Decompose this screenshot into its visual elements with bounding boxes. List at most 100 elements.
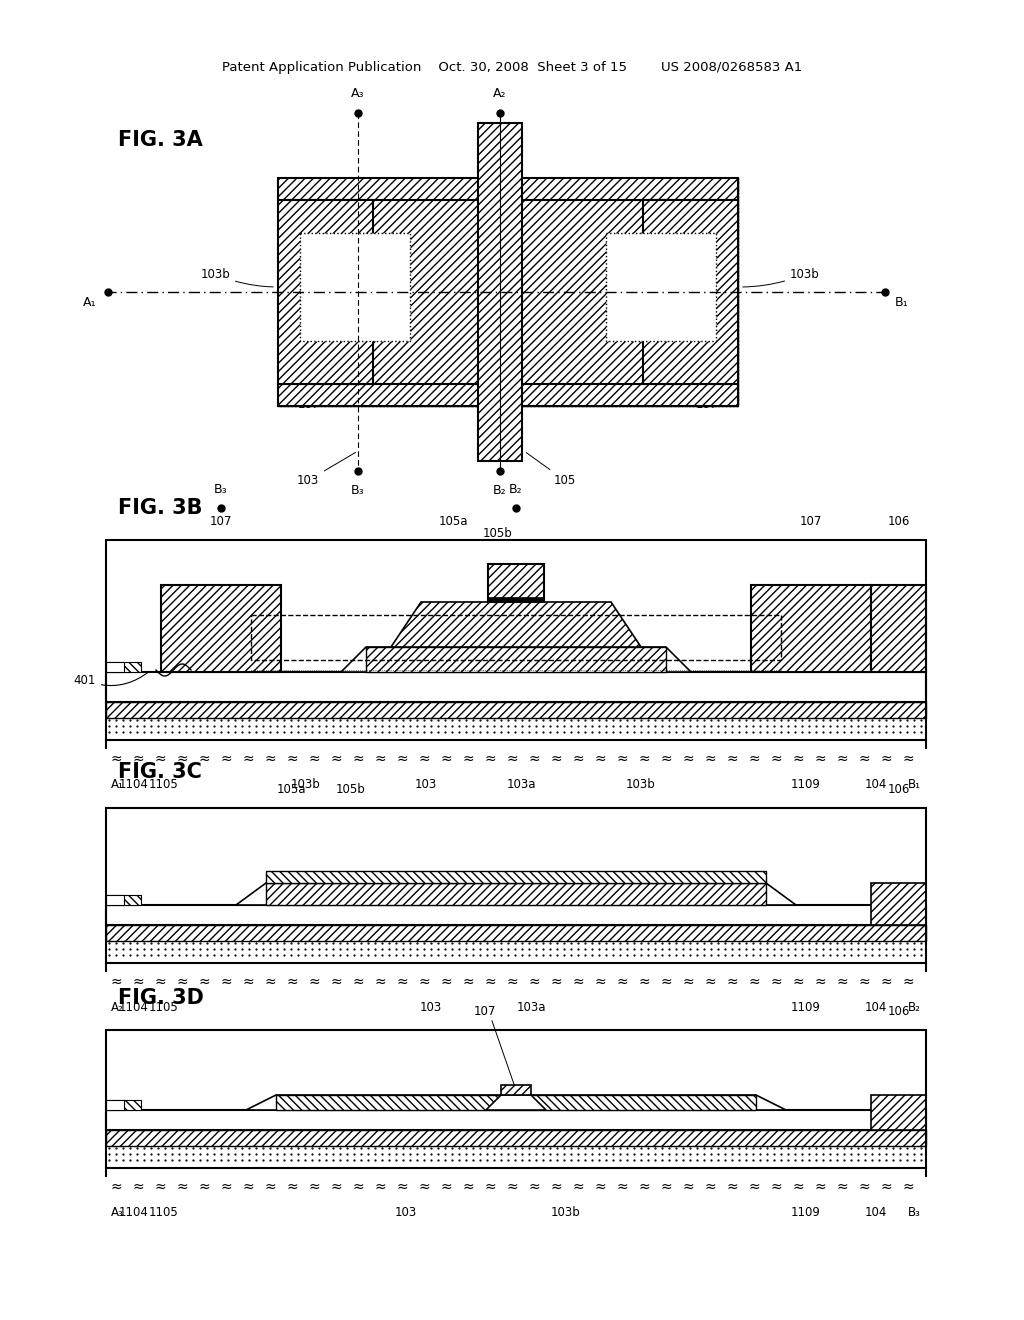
Text: ≈: ≈ (902, 752, 913, 766)
Text: 401: 401 (74, 672, 148, 686)
Bar (278, 178, 738, 407)
Bar (106, 1100, 141, 1110)
Text: ≈: ≈ (374, 1180, 386, 1195)
Text: ≈: ≈ (837, 1180, 848, 1195)
Text: ≈: ≈ (858, 752, 869, 766)
Text: ≈: ≈ (352, 752, 364, 766)
Text: A₂: A₂ (494, 87, 507, 100)
Text: ≈: ≈ (199, 975, 210, 989)
Bar (161, 585, 281, 672)
Text: ≈: ≈ (286, 975, 298, 989)
Text: 103: 103 (297, 453, 355, 487)
Bar (106, 895, 141, 906)
Text: ≈: ≈ (638, 1180, 650, 1195)
Text: ≈: ≈ (330, 975, 342, 989)
Text: ≈: ≈ (616, 1180, 628, 1195)
Text: 1105: 1105 (150, 777, 179, 791)
Text: ≈: ≈ (330, 1180, 342, 1195)
Text: ≈: ≈ (858, 1180, 869, 1195)
Bar (106, 702, 926, 718)
Bar (266, 871, 766, 883)
Text: ≈: ≈ (264, 752, 275, 766)
Text: ≈: ≈ (176, 1180, 187, 1195)
Text: B₂: B₂ (494, 484, 507, 498)
Bar (106, 718, 926, 741)
Text: ≈: ≈ (418, 975, 430, 989)
Text: 104: 104 (865, 1206, 887, 1218)
Bar (276, 1096, 756, 1110)
Text: 103b: 103b (551, 1206, 581, 1218)
Text: ≈: ≈ (726, 1180, 738, 1195)
Text: FIG. 3B: FIG. 3B (118, 498, 203, 517)
Text: 1109: 1109 (792, 1206, 821, 1218)
Polygon shape (236, 883, 796, 906)
Text: 105: 105 (526, 453, 577, 487)
Text: ≈: ≈ (440, 975, 452, 989)
Text: ≈: ≈ (132, 1180, 143, 1195)
Text: ≈: ≈ (770, 752, 781, 766)
Text: ≈: ≈ (506, 975, 518, 989)
Text: B₁: B₁ (908, 777, 921, 791)
Text: B₃: B₃ (908, 1206, 921, 1218)
Bar (643, 201, 738, 384)
Bar (871, 1096, 926, 1130)
Text: ≈: ≈ (506, 752, 518, 766)
Text: A₃: A₃ (111, 1206, 124, 1218)
Text: ≈: ≈ (155, 752, 166, 766)
Text: ≈: ≈ (440, 752, 452, 766)
Text: FIG. 3A: FIG. 3A (118, 129, 203, 150)
Text: ≈: ≈ (132, 752, 143, 766)
Text: ≈: ≈ (176, 752, 187, 766)
Text: ≈: ≈ (638, 752, 650, 766)
Bar (106, 672, 926, 702)
Bar (106, 1030, 926, 1168)
Text: 1104: 1104 (119, 1001, 148, 1014)
Bar (251, 615, 781, 660)
Text: 107: 107 (800, 515, 822, 528)
Text: ≈: ≈ (660, 975, 672, 989)
Text: ≈: ≈ (440, 1180, 452, 1195)
Text: 105a: 105a (276, 783, 306, 796)
Text: B₂: B₂ (509, 483, 523, 496)
Text: ≈: ≈ (682, 1180, 694, 1195)
Text: ≈: ≈ (286, 752, 298, 766)
Text: 1105: 1105 (150, 1001, 179, 1014)
Text: ≈: ≈ (352, 975, 364, 989)
Bar (266, 883, 766, 906)
Text: ≈: ≈ (682, 752, 694, 766)
Text: ≈: ≈ (462, 752, 474, 766)
Text: ≈: ≈ (858, 975, 869, 989)
Text: ≈: ≈ (705, 1180, 716, 1195)
Bar (106, 540, 926, 741)
Text: ≈: ≈ (726, 975, 738, 989)
Text: ≈: ≈ (837, 975, 848, 989)
Polygon shape (391, 602, 641, 647)
Bar (300, 234, 410, 341)
Text: ≈: ≈ (572, 975, 584, 989)
Polygon shape (246, 1096, 786, 1110)
Text: ≈: ≈ (374, 752, 386, 766)
Text: A₁: A₁ (111, 777, 124, 791)
Text: ≈: ≈ (308, 975, 319, 989)
Text: ≈: ≈ (881, 752, 892, 766)
Text: 103b: 103b (291, 777, 321, 791)
Text: ≈: ≈ (484, 752, 496, 766)
Text: ≈: ≈ (660, 1180, 672, 1195)
Text: ≈: ≈ (902, 1180, 913, 1195)
Bar (871, 883, 926, 925)
Text: ≈: ≈ (881, 975, 892, 989)
Text: 105a: 105a (438, 515, 468, 528)
Text: ≈: ≈ (396, 975, 408, 989)
Text: 103b: 103b (626, 777, 656, 791)
Text: B₃: B₃ (351, 484, 365, 498)
Text: ≈: ≈ (199, 1180, 210, 1195)
Text: ≈: ≈ (111, 752, 122, 766)
Text: 103b: 103b (201, 268, 273, 286)
Text: ≈: ≈ (572, 752, 584, 766)
Bar (751, 585, 871, 672)
Text: ≈: ≈ (770, 975, 781, 989)
Bar (106, 663, 124, 672)
Bar (106, 925, 926, 941)
Text: ≈: ≈ (572, 1180, 584, 1195)
Text: B₃: B₃ (214, 483, 227, 496)
